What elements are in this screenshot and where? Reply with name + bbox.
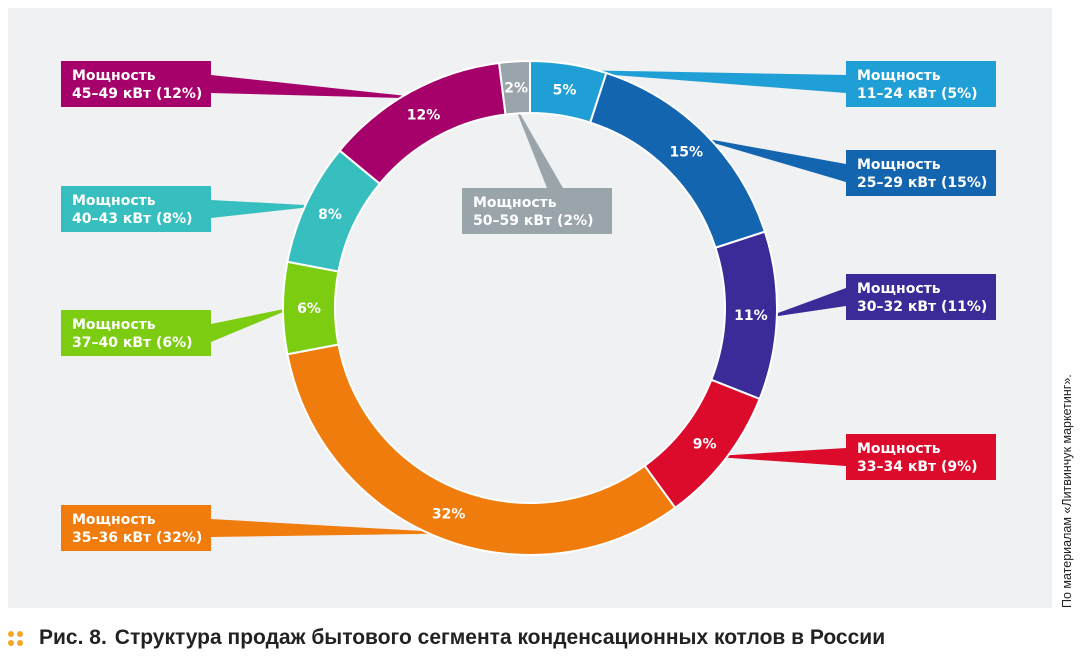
callout-title: Мощность [857,157,941,173]
callout-range: 30–32 кВт (11%) [857,299,988,315]
donut-segment [286,343,677,556]
callout-connector [516,111,563,188]
donut-segment [497,59,531,116]
legend-callout: Мощность 11–24 кВт (5%) [846,61,996,107]
callout-title: Мощность [857,281,941,297]
callout-title: Мощность [857,68,941,84]
segment-value-label: 6% [297,301,321,317]
callout-range: 50–59 кВт (2%) [473,213,594,229]
figure-title: Структура продаж бытового сегмента конде… [114,626,886,649]
legend-callout: Мощность 40–43 кВт (8%) [61,186,211,232]
legend-callout: Мощность 33–34 кВт (9%) [846,434,996,480]
segment-value-label: 2% [504,80,528,96]
callout-title: Мощность [72,317,156,333]
segment-value-label: 8% [318,207,342,223]
callout-range: 45–49 кВт (12%) [72,86,203,102]
legend-callout: Мощность 35–36 кВт (32%) [61,505,211,551]
source-note-text: По материалам «Литвинчук маркетинг». [1060,374,1074,608]
callout-connector [211,308,289,342]
callout-title: Мощность [473,195,557,211]
segment-value-label: 15% [670,145,704,161]
figure-caption: Рис. 8. Структура продаж бытового сегмен… [8,623,885,653]
callout-connector [720,448,846,466]
callout-range: 25–29 кВт (15%) [857,175,988,191]
callout-range: 33–34 кВт (9%) [857,459,978,475]
segment-value-label: 9% [693,436,717,452]
callout-connector [567,69,846,93]
segment-value-label: 12% [407,107,441,123]
legend-callout: Мощность 37–40 кВт (6%) [61,310,211,356]
callout-title: Мощность [857,441,941,457]
segment-value-label: 5% [553,83,577,99]
callout-connector [211,75,414,99]
callout-connector [211,200,312,218]
callout-title: Мощность [72,512,156,528]
segment-value-label: 32% [432,506,466,522]
dots-icon [8,630,23,646]
callout-range: 11–24 кВт (5%) [857,86,978,102]
callout-title: Мощность [72,68,156,84]
callout-range: 35–36 кВт (32%) [72,530,203,546]
segment-value-label: 11% [734,308,768,324]
legend-callout: Мощность 45–49 кВт (12%) [61,61,211,107]
legend-callout: Мощность 25–29 кВт (15%) [846,150,996,196]
callout-range: 37–40 кВт (6%) [72,335,193,351]
callout-title: Мощность [72,193,156,209]
callout-connector [211,519,442,537]
legend-callout: Мощность 30–32 кВт (11%) [846,274,996,320]
callout-connector [700,137,846,182]
legend-callout: Мощность 50–59 кВт (2%) [462,188,612,234]
figure-number: Рис. 8. [39,626,107,649]
callout-range: 40–43 кВт (8%) [72,211,193,227]
callout-connector [770,288,846,318]
